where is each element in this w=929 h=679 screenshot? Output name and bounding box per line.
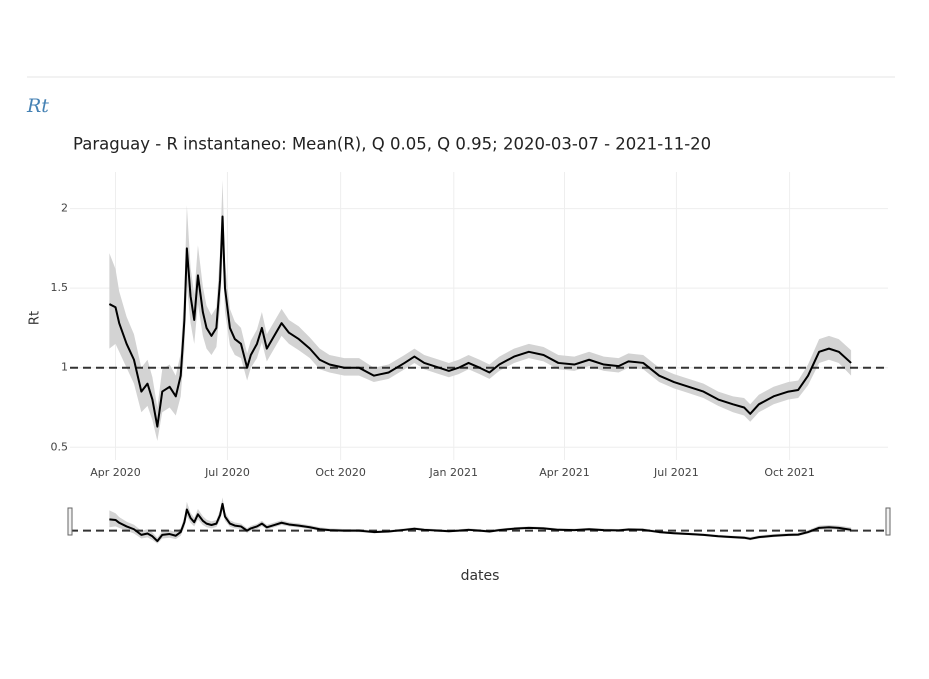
x-tick-label: Apr 2020 <box>90 466 141 479</box>
range-handle <box>67 507 73 536</box>
range-handle <box>885 507 891 536</box>
chart-title: Paraguay - R instantaneo: Mean(R), Q 0.0… <box>73 135 711 154</box>
y-tick-label: 0.5 <box>51 440 69 453</box>
x-tick-label: Jan 2021 <box>429 466 478 479</box>
y-axis-title: Rt <box>28 311 43 325</box>
y-tick-label: 1 <box>61 361 68 374</box>
x-tick-label: Oct 2021 <box>764 466 815 479</box>
y-tick-label: 1.5 <box>51 281 69 294</box>
x-tick-label: Jul 2020 <box>204 466 250 479</box>
line <box>108 215 852 428</box>
x-axis-title: dates <box>461 568 500 584</box>
x-tick-label: Oct 2020 <box>315 466 366 479</box>
slider-line <box>109 502 852 543</box>
x-tick-label: Jul 2021 <box>653 466 699 479</box>
x-tick-label: Apr 2021 <box>539 466 590 479</box>
band <box>109 179 852 441</box>
y-tick-label: 2 <box>61 202 68 215</box>
heading: Rt <box>26 95 49 117</box>
